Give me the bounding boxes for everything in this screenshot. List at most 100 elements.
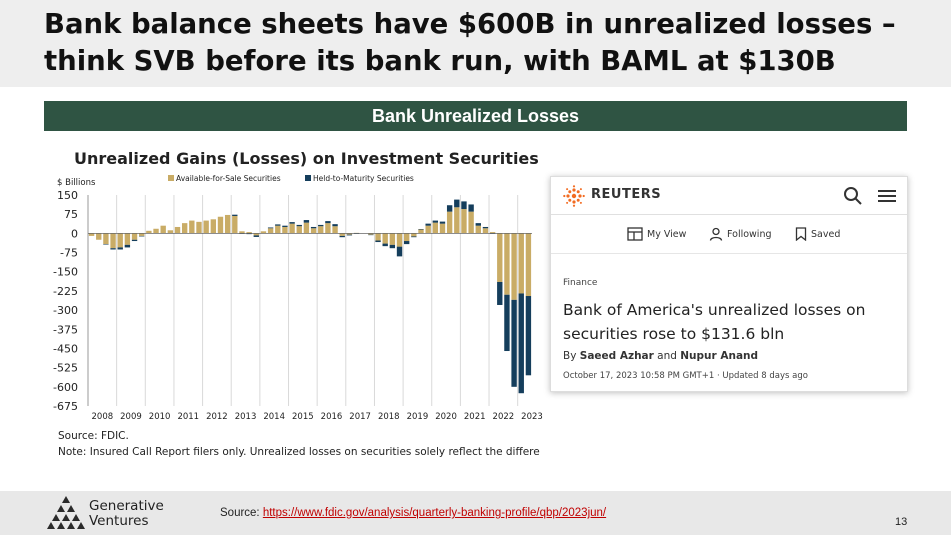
- article-headline[interactable]: Bank of America's unrealized losses on s…: [563, 301, 866, 343]
- x-tick-label: 2016: [321, 412, 343, 422]
- nav-divider: [551, 253, 907, 254]
- bar-htm: [310, 226, 317, 229]
- page-number: 13: [895, 516, 908, 528]
- author-link-1[interactable]: Saeed Azhar: [579, 350, 654, 362]
- bar-htm: [403, 241, 410, 245]
- bar-afs: [511, 233, 517, 300]
- slide-title-line-2: think SVB before its bank run, with BAML…: [44, 45, 836, 77]
- bar-afs: [339, 233, 345, 236]
- bar-afs: [96, 233, 102, 240]
- bar-afs: [246, 232, 252, 234]
- footer-band: [0, 491, 951, 535]
- legend-label-htm: Held-to-Maturity Securities: [313, 174, 414, 183]
- bar-afs: [167, 230, 174, 234]
- x-tick-label: 2010: [149, 412, 171, 422]
- company-name-line-2: Ventures: [89, 513, 149, 529]
- bar-afs: [267, 228, 274, 234]
- footer-source: Source: https://www.fdic.gov/analysis/qu…: [220, 507, 606, 519]
- bar-htm: [318, 224, 324, 227]
- bar-afs: [253, 233, 259, 236]
- y-tick-label: 150: [57, 189, 78, 202]
- bar-afs: [439, 223, 446, 234]
- chart-source-note: Source: FDIC.: [58, 430, 129, 442]
- nav-saved[interactable]: Saved: [795, 223, 840, 245]
- bar-htm: [504, 294, 510, 352]
- fdic-source-link[interactable]: https://www.fdic.gov/analysis/quarterly-…: [262, 507, 607, 519]
- x-tick-label: 2023: [521, 412, 543, 422]
- bar-htm: [325, 221, 331, 224]
- bar-htm: [339, 235, 345, 238]
- search-icon[interactable]: [843, 186, 863, 206]
- bar-afs: [346, 233, 353, 235]
- legend-swatch-htm: [305, 175, 311, 181]
- bar-htm: [103, 244, 109, 245]
- reuters-header: REUTERS: [551, 177, 907, 215]
- bar-htm: [289, 222, 295, 224]
- article-section[interactable]: Finance: [563, 278, 598, 288]
- section-banner: Bank Unrealized Losses: [44, 101, 907, 131]
- bar-afs: [303, 222, 310, 234]
- x-tick-label: 2018: [378, 412, 400, 422]
- bar-afs: [224, 214, 231, 234]
- bar-afs: [289, 223, 295, 234]
- bar-afs: [446, 211, 453, 234]
- bar-afs: [239, 231, 245, 234]
- bar-afs: [368, 233, 374, 235]
- bar-afs: [160, 225, 166, 234]
- bar-afs: [153, 228, 159, 234]
- bar-htm: [332, 224, 338, 227]
- bar-afs: [196, 221, 202, 234]
- bar-htm: [124, 244, 131, 248]
- bar-afs: [411, 233, 417, 237]
- legend-label-afs: Available-for-Sale Securities: [176, 174, 281, 183]
- bar-htm: [511, 299, 517, 387]
- x-tick-label: 2020: [435, 412, 457, 422]
- company-name-line-1: Generative: [89, 498, 164, 514]
- bar-afs: [110, 233, 116, 249]
- x-tick-label: 2021: [464, 412, 486, 422]
- bar-afs: [260, 231, 267, 234]
- x-tick-label: 2017: [349, 412, 371, 422]
- chart-title: Unrealized Gains (Losses) on Investment …: [74, 149, 539, 168]
- slide-title-line-1: Bank balance sheets have $600B in unreal…: [44, 8, 896, 40]
- menu-icon[interactable]: [878, 188, 896, 204]
- bar-afs: [389, 233, 396, 245]
- legend-swatch-afs: [168, 175, 174, 181]
- bar-htm: [117, 247, 123, 250]
- nav-my-view-label: My View: [647, 228, 687, 240]
- bar-htm: [267, 227, 274, 229]
- bar-afs: [124, 233, 131, 245]
- bookmark-icon: [795, 227, 807, 241]
- footer-source-label: Source:: [220, 507, 260, 519]
- bar-htm: [497, 281, 503, 305]
- slide-title: Bank balance sheets have $600B in unreal…: [44, 6, 924, 80]
- bar-afs: [425, 225, 431, 234]
- bar-htm: [475, 223, 481, 226]
- bar-afs: [432, 222, 439, 234]
- nav-following[interactable]: Following: [709, 223, 772, 245]
- person-icon: [709, 227, 723, 241]
- y-tick-label: -75: [60, 247, 78, 260]
- bar-afs: [375, 233, 381, 241]
- bar-afs: [504, 233, 510, 295]
- bar-afs: [139, 233, 145, 236]
- bar-htm: [303, 220, 310, 223]
- bar-afs: [454, 207, 460, 234]
- y-tick-label: -450: [53, 342, 78, 355]
- bar-afs: [174, 226, 181, 234]
- bar-afs: [131, 233, 138, 240]
- author-link-2[interactable]: Nupur Anand: [680, 350, 759, 362]
- bar-htm: [389, 244, 396, 249]
- title-band: [0, 0, 951, 87]
- y-tick-label: -225: [53, 285, 78, 298]
- bar-afs: [210, 219, 217, 234]
- x-tick-label: 2019: [407, 412, 429, 422]
- y-axis-label: $ Billions: [57, 178, 96, 188]
- bar-afs: [275, 225, 281, 234]
- bar-afs: [468, 211, 474, 234]
- bar-afs: [332, 226, 338, 234]
- bar-htm: [282, 225, 288, 227]
- y-tick-label: -600: [53, 381, 78, 394]
- reuters-article-card[interactable]: REUTERS My View Following Saved Fin: [550, 176, 908, 392]
- nav-my-view[interactable]: My View: [627, 223, 686, 245]
